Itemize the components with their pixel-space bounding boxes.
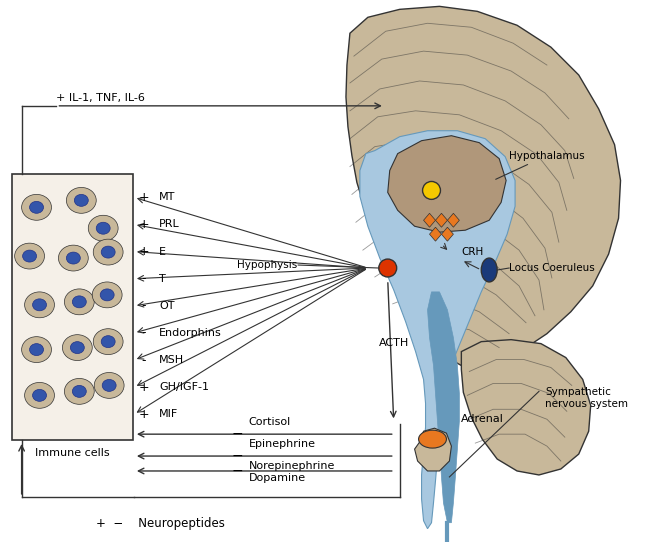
- Polygon shape: [435, 213, 448, 227]
- Text: Immune cells: Immune cells: [35, 448, 110, 458]
- Ellipse shape: [65, 378, 94, 405]
- Ellipse shape: [88, 215, 118, 241]
- Polygon shape: [11, 174, 133, 440]
- Polygon shape: [423, 213, 435, 227]
- Text: CRH: CRH: [462, 247, 484, 257]
- Text: +: +: [138, 381, 149, 394]
- Text: T: T: [159, 274, 166, 283]
- Ellipse shape: [92, 282, 122, 308]
- Ellipse shape: [22, 337, 52, 363]
- Text: ACTH: ACTH: [378, 338, 409, 348]
- Ellipse shape: [62, 334, 92, 361]
- Ellipse shape: [23, 250, 36, 262]
- Ellipse shape: [58, 245, 88, 271]
- Polygon shape: [360, 131, 515, 529]
- Text: Norepinephrine
Dopamine: Norepinephrine Dopamine: [249, 461, 335, 483]
- Text: + IL-1, TNF, IL-6: + IL-1, TNF, IL-6: [56, 93, 145, 103]
- Ellipse shape: [481, 258, 497, 282]
- Text: MT: MT: [159, 192, 175, 203]
- Ellipse shape: [94, 372, 124, 399]
- Text: Cortisol: Cortisol: [249, 417, 291, 427]
- Text: -: -: [142, 272, 146, 285]
- Ellipse shape: [100, 289, 114, 301]
- Ellipse shape: [22, 194, 52, 220]
- Text: Sympathetic
nervous system: Sympathetic nervous system: [545, 387, 628, 409]
- Text: Adrenal: Adrenal: [462, 414, 504, 424]
- Text: E: E: [159, 247, 166, 257]
- Ellipse shape: [30, 201, 44, 213]
- Ellipse shape: [73, 386, 86, 397]
- Text: -: -: [142, 299, 146, 312]
- Ellipse shape: [101, 336, 115, 348]
- Text: Locus Coeruleus: Locus Coeruleus: [509, 263, 595, 273]
- Ellipse shape: [67, 252, 81, 264]
- Text: +: +: [138, 218, 149, 231]
- Text: MIF: MIF: [159, 409, 178, 419]
- Polygon shape: [388, 136, 506, 232]
- Ellipse shape: [30, 344, 44, 356]
- Text: PRL: PRL: [159, 219, 179, 230]
- Text: Hypophysis: Hypophysis: [237, 260, 297, 270]
- Text: +: +: [138, 191, 149, 204]
- Polygon shape: [442, 227, 454, 241]
- Ellipse shape: [25, 382, 54, 408]
- Circle shape: [379, 259, 396, 277]
- Ellipse shape: [93, 239, 123, 265]
- Polygon shape: [415, 428, 452, 471]
- Text: −: −: [232, 464, 243, 478]
- Polygon shape: [427, 292, 460, 523]
- Text: OT: OT: [159, 301, 175, 311]
- Ellipse shape: [71, 342, 84, 353]
- Ellipse shape: [96, 222, 110, 234]
- Ellipse shape: [75, 194, 88, 206]
- Text: MSH: MSH: [159, 355, 184, 365]
- Ellipse shape: [32, 299, 46, 311]
- Ellipse shape: [101, 246, 115, 258]
- Text: +: +: [138, 245, 149, 258]
- Ellipse shape: [15, 243, 44, 269]
- Circle shape: [423, 181, 440, 199]
- Polygon shape: [346, 7, 620, 365]
- Text: −: −: [232, 449, 243, 463]
- Polygon shape: [462, 340, 591, 475]
- Text: -: -: [142, 353, 146, 367]
- Ellipse shape: [419, 430, 446, 448]
- Polygon shape: [429, 227, 442, 241]
- Ellipse shape: [93, 329, 123, 355]
- Text: +  −    Neuropeptides: + − Neuropeptides: [96, 517, 225, 530]
- Ellipse shape: [102, 380, 116, 392]
- Text: Endorphins: Endorphins: [159, 328, 222, 338]
- Ellipse shape: [25, 292, 54, 318]
- Text: −: −: [232, 427, 243, 441]
- Text: -: -: [142, 326, 146, 339]
- Text: Epinephrine: Epinephrine: [249, 439, 315, 449]
- Ellipse shape: [67, 187, 96, 213]
- Ellipse shape: [73, 296, 86, 308]
- Text: Hypothalamus: Hypothalamus: [496, 150, 585, 179]
- Text: GH/IGF-1: GH/IGF-1: [159, 382, 209, 392]
- Text: +: +: [138, 408, 149, 421]
- Ellipse shape: [65, 289, 94, 315]
- Ellipse shape: [32, 389, 46, 401]
- Polygon shape: [448, 213, 460, 227]
